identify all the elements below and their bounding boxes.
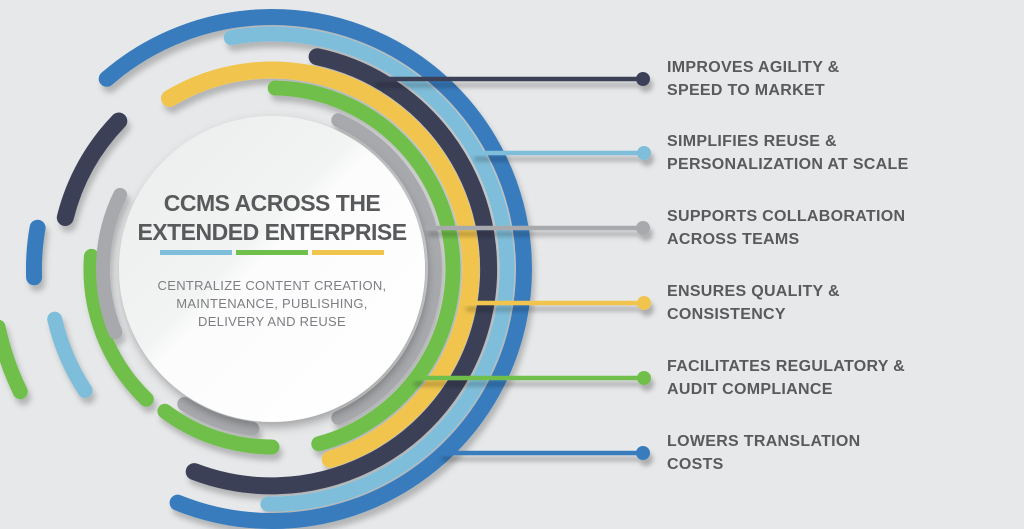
label-text: COSTS <box>667 456 724 473</box>
arc-navy-upper-left <box>56 112 128 226</box>
label-text: CONSISTENCY <box>667 306 786 323</box>
connector-lowers-dot <box>636 446 650 460</box>
arc-green-far-left-dash <box>0 319 28 400</box>
center-circle <box>119 116 425 422</box>
arc-yellow-main <box>161 61 480 468</box>
label-ensures-quality: ENSURES QUALITY & CONSISTENCY <box>667 280 1017 326</box>
label-text: SIMPLIFIES REUSE & <box>667 133 837 150</box>
arc-green-bottom <box>157 403 280 455</box>
connector-lines <box>371 72 651 460</box>
arc-green-left <box>83 248 154 407</box>
arc-lightblue-main <box>223 26 515 512</box>
label-text: IMPROVES AGILITY & <box>667 59 840 76</box>
label-supports-collaboration: SUPPORTS COLLABORATION ACROSS TEAMS <box>667 205 1017 251</box>
connector-simplifies-dot <box>637 146 651 160</box>
label-simplifies-reuse: SIMPLIFIES REUSE & PERSONALIZATION AT SC… <box>667 130 1017 176</box>
label-text: LOWERS TRANSLATION <box>667 433 861 450</box>
connector-improves-dot <box>636 72 650 86</box>
label-facilitates-regulatory: FACILITATES REGULATORY & AUDIT COMPLIANC… <box>667 355 1017 401</box>
label-text: ENSURES QUALITY & <box>667 283 840 300</box>
arc-navy-main <box>185 48 498 495</box>
label-improves-agility: IMPROVES AGILITY & SPEED TO MARKET <box>667 56 1017 102</box>
label-text: FACILITATES REGULATORY & <box>667 358 906 375</box>
label-lowers-translation: LOWERS TRANSLATION COSTS <box>667 430 1017 476</box>
arc-gray-left <box>96 187 128 340</box>
arc-gray-main <box>331 113 442 425</box>
arc-gray-bottom <box>177 397 260 436</box>
label-text: SPEED TO MARKET <box>667 82 825 99</box>
arc-lightblue-left-dash <box>47 311 93 398</box>
connector-ensures-dot <box>637 296 651 310</box>
connector-supports-dot <box>636 221 650 235</box>
arc-blue-left-dash <box>26 219 46 286</box>
label-text: AUDIT COMPLIANCE <box>667 381 833 398</box>
connector-facilitates-dot <box>637 371 651 385</box>
label-text: SUPPORTS COLLABORATION <box>667 208 906 225</box>
arc-rings <box>0 9 532 529</box>
arc-green-main <box>267 80 461 452</box>
label-text: PERSONALIZATION AT SCALE <box>667 156 909 173</box>
label-text: ACROSS TEAMS <box>667 231 800 248</box>
